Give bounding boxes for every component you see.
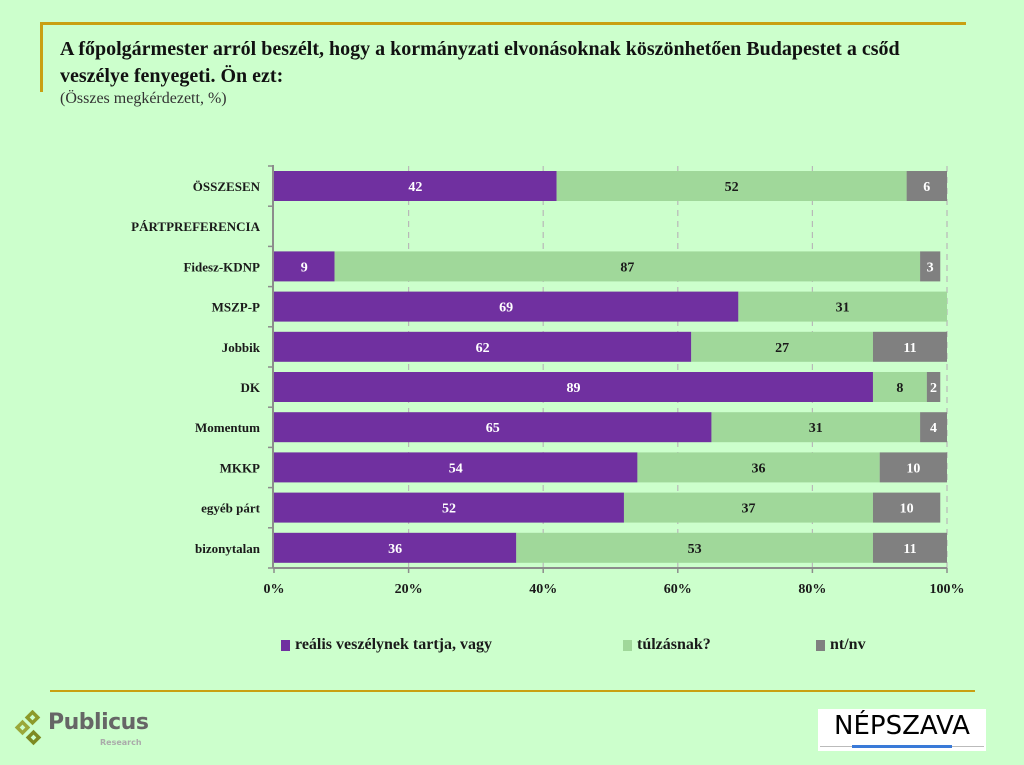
bar-bizonytalan-nt-nv — [872, 532, 947, 563]
data-label-dk-tulzasnak: 8 — [896, 381, 903, 396]
bar-egyeb-part-realis-veszelynek-tartja-vagy — [274, 492, 624, 523]
data-label-egyeb-part-nt-nv: 10 — [900, 502, 914, 517]
data-label-bizonytalan-nt-nv: 11 — [903, 542, 916, 557]
bar-bizonytalan-realis-veszelynek-tartja-vagy — [274, 532, 517, 563]
legend-swatch-real-danger — [281, 639, 290, 651]
bar-osszesen-realis-veszelynek-tartja-vagy — [274, 171, 557, 201]
data-label-bizonytalan-tulzasnak: 53 — [688, 542, 702, 557]
data-label-egyeb-part-realis-veszelynek-tartja-vagy: 52 — [442, 502, 456, 517]
x-tick-label-40: 40% — [529, 582, 557, 597]
x-tick-label-100: 100% — [930, 582, 965, 597]
data-label-fidesz-kdnp-tulzasnak: 87 — [620, 260, 634, 275]
bar-osszesen-tulzasnak — [556, 171, 907, 201]
data-label-momentum-realis-veszelynek-tartja-vagy: 65 — [486, 421, 500, 436]
legend-label-exaggeration: túlzásnak? — [637, 636, 711, 653]
legend-item-exaggeration: túlzásnak? — [623, 636, 711, 654]
bar-mkkp-tulzasnak — [637, 452, 880, 483]
data-label-fidesz-kdnp-nt-nv: 3 — [927, 260, 934, 275]
footer-divider — [50, 690, 975, 692]
data-label-jobbik-nt-nv: 11 — [903, 341, 916, 356]
bar-mkkp-nt-nv — [879, 452, 947, 483]
bar-mszp-p-realis-veszelynek-tartja-vagy — [274, 291, 739, 322]
bar-bizonytalan-tulzasnak — [516, 532, 873, 563]
bar-dk-tulzasnak — [872, 372, 927, 402]
header-frame-top-line — [41, 22, 966, 25]
data-label-fidesz-kdnp-realis-veszelynek-tartja-vagy: 9 — [301, 260, 308, 275]
category-label-osszesen: ÖSSZESEN — [193, 179, 261, 194]
category-label-mszp-p: MSZP-P — [212, 300, 260, 315]
x-tick-label-60: 60% — [664, 582, 692, 597]
data-label-mkkp-tulzasnak: 36 — [752, 461, 766, 476]
category-label-egyeb-part: egyéb párt — [201, 501, 261, 516]
publicus-diamonds-icon — [14, 710, 42, 746]
x-tick-label-80: 80% — [798, 582, 826, 597]
chart-legend: reális veszélynek tartja, vagy túlzásnak… — [0, 636, 1024, 658]
data-label-jobbik-realis-veszelynek-tartja-vagy: 62 — [476, 341, 490, 356]
bar-segments — [274, 171, 947, 563]
category-label-momentum: Momentum — [195, 420, 260, 435]
bar-fidesz-kdnp-tulzasnak — [334, 251, 921, 282]
header-frame-left-line — [40, 22, 43, 92]
category-label-dk: DK — [241, 380, 261, 395]
data-label-jobbik-tulzasnak: 27 — [775, 341, 789, 356]
publicus-research-logo: Publicus Research — [14, 708, 154, 754]
legend-swatch-dont-know — [816, 639, 825, 651]
category-label-fidesz-kdnp: Fidesz-KDNP — [183, 259, 260, 274]
data-label-osszesen-nt-nv: 6 — [923, 180, 930, 195]
bar-mkkp-realis-veszelynek-tartja-vagy — [274, 452, 638, 483]
chart-subtitle: (Összes megkérdezett, %) — [60, 90, 227, 107]
nepszava-logo: NÉPSZAVA — [818, 709, 986, 751]
x-tick-label-0: 0% — [264, 582, 285, 597]
nepszava-logo-tagline-bar — [852, 745, 952, 748]
bar-jobbik-tulzasnak — [691, 331, 873, 362]
category-label-bizonytalan: bizonytalan — [195, 541, 261, 556]
bar-fidesz-kdnp-realis-veszelynek-tartja-vagy — [274, 251, 335, 282]
bar-momentum-nt-nv — [920, 412, 947, 443]
data-label-dk-nt-nv: 2 — [930, 381, 937, 396]
category-label-mkkp: MKKP — [220, 460, 260, 475]
publicus-logo-sub: Research — [100, 738, 142, 747]
legend-label-dont-know: nt/nv — [830, 636, 866, 653]
data-label-mkkp-nt-nv: 10 — [906, 461, 920, 476]
data-label-mszp-p-realis-veszelynek-tartja-vagy: 69 — [499, 301, 513, 316]
bar-momentum-realis-veszelynek-tartja-vagy — [274, 412, 712, 443]
nepszava-logo-name: NÉPSZAVA — [834, 711, 970, 741]
data-label-mszp-p-tulzasnak: 31 — [836, 301, 850, 316]
data-label-osszesen-realis-veszelynek-tartja-vagy: 42 — [408, 180, 422, 195]
bar-egyeb-part-nt-nv — [872, 492, 941, 523]
bar-fidesz-kdnp-nt-nv — [920, 251, 941, 282]
chart-title: A főpolgármester arról beszélt, hogy a k… — [60, 38, 900, 87]
legend-item-real-danger: reális veszélynek tartja, vagy — [281, 636, 492, 654]
bar-dk-nt-nv — [926, 372, 941, 402]
data-label-momentum-tulzasnak: 31 — [809, 421, 823, 436]
axes — [268, 165, 948, 573]
bar-osszesen-nt-nv — [906, 171, 947, 201]
category-label-jobbik: Jobbik — [222, 340, 261, 355]
bar-jobbik-nt-nv — [872, 331, 947, 362]
data-label-osszesen-tulzasnak: 52 — [725, 180, 739, 195]
data-label-dk-realis-veszelynek-tartja-vagy: 89 — [566, 381, 580, 396]
bar-momentum-tulzasnak — [711, 412, 921, 443]
bar-mszp-p-tulzasnak — [738, 291, 947, 322]
legend-item-dont-know: nt/nv — [816, 636, 866, 654]
data-label-momentum-nt-nv: 4 — [930, 421, 937, 436]
data-label-mkkp-realis-veszelynek-tartja-vagy: 54 — [449, 461, 463, 476]
data-label-bizonytalan-realis-veszelynek-tartja-vagy: 36 — [388, 542, 402, 557]
bar-egyeb-part-tulzasnak — [623, 492, 873, 523]
x-tick-label-20: 20% — [395, 582, 423, 597]
data-label-egyeb-part-tulzasnak: 37 — [741, 502, 755, 517]
category-label-partpreferencia: PÁRTPREFERENCIA — [131, 219, 260, 234]
publicus-logo-name: Publicus — [48, 710, 149, 735]
bar-jobbik-realis-veszelynek-tartja-vagy — [274, 331, 692, 362]
legend-label-real-danger: reális veszélynek tartja, vagy — [295, 636, 492, 653]
legend-swatch-exaggeration — [623, 639, 632, 651]
bar-dk-realis-veszelynek-tartja-vagy — [274, 372, 873, 402]
